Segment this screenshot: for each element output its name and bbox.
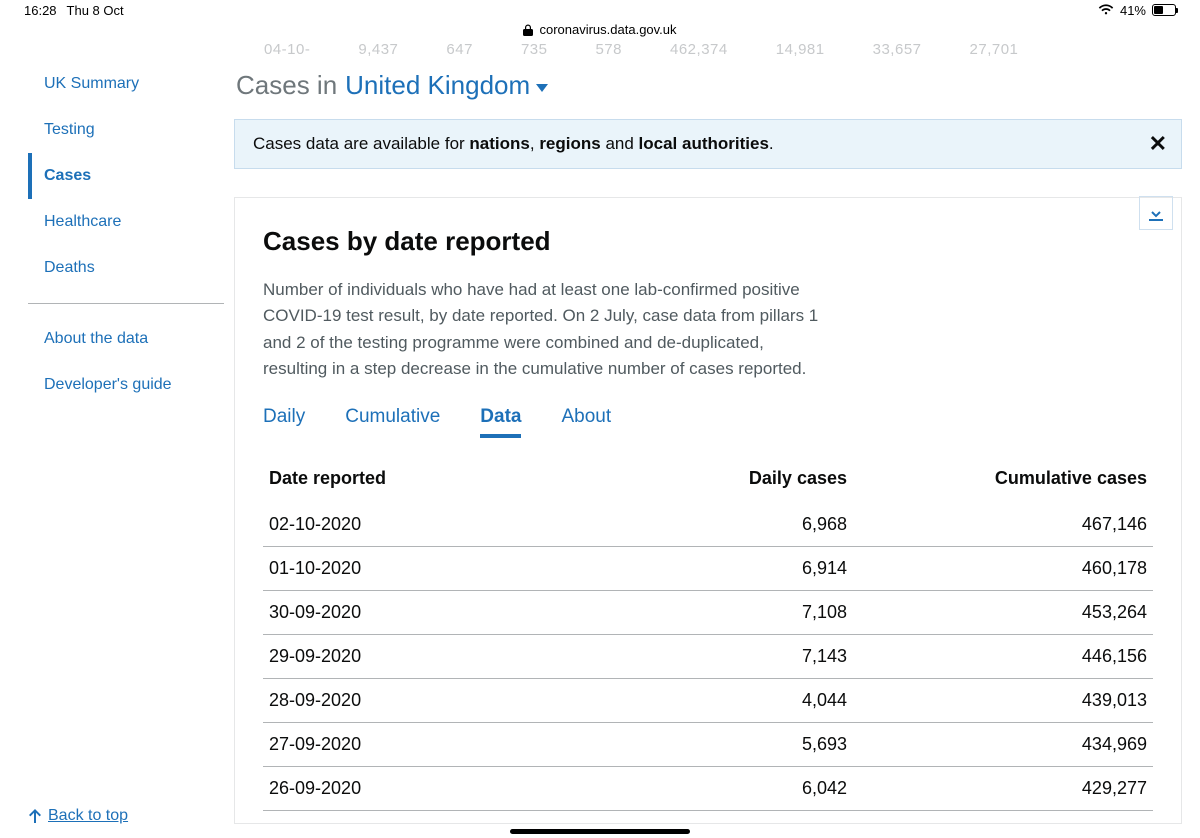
sidebar-item-developer-s-guide[interactable]: Developer's guide [28,362,224,408]
tab-about[interactable]: About [561,406,611,438]
cases-card: Cases by date reported Number of individ… [234,197,1182,824]
faded-value: 27,701 [970,41,1019,58]
card-description: Number of individuals who have had at le… [263,277,823,382]
sidebar-item-about-the-data[interactable]: About the data [28,316,224,362]
download-icon [1146,203,1166,223]
wifi-icon [1098,4,1114,16]
banner-text: Cases data are available for nations, re… [253,134,774,154]
column-header: Cumulative cases [853,456,1153,503]
previous-row-faded: 04-10- 9,437 647 735 578 462,374 14,981 33,657 2… [234,41,1182,64]
table-cell: 460,178 [853,547,1153,591]
table-cell: 29-09-2020 [263,635,593,679]
info-banner: Cases data are available for nations, re… [234,119,1182,169]
battery-icon [1152,4,1176,16]
table-cell: 6,968 [593,503,853,547]
column-header: Daily cases [593,456,853,503]
table-cell: 30-09-2020 [263,591,593,635]
close-icon[interactable]: ✕ [1149,131,1167,157]
tab-daily[interactable]: Daily [263,406,305,438]
table-row: 27-09-20205,693434,969 [263,723,1153,767]
table-cell: 7,143 [593,635,853,679]
sidebar-item-cases[interactable]: Cases [28,153,224,199]
status-time: 16:28 [24,3,57,18]
banner-bold-regions: regions [539,134,600,153]
sidebar-item-testing[interactable]: Testing [28,107,224,153]
table-cell: 434,969 [853,723,1153,767]
nav-divider [28,303,224,304]
table-cell: 01-10-2020 [263,547,593,591]
banner-bold-nations: nations [469,134,529,153]
table-cell: 429,277 [853,767,1153,811]
table-cell: 6,042 [593,767,853,811]
sidebar-nav: UK SummaryTestingCasesHealthcareDeaths A… [28,41,224,833]
faded-value: 9,437 [358,41,398,58]
arrow-up-icon [28,808,42,824]
table-cell: 02-10-2020 [263,503,593,547]
table-cell: 5,693 [593,723,853,767]
download-button[interactable] [1139,196,1173,230]
cases-table: Date reportedDaily casesCumulative cases… [263,456,1153,811]
table-row: 30-09-20207,108453,264 [263,591,1153,635]
faded-value: 578 [595,41,622,58]
table-row: 01-10-20206,914460,178 [263,547,1153,591]
faded-value: 647 [446,41,473,58]
table-cell: 467,146 [853,503,1153,547]
card-title: Cases by date reported [263,226,1153,257]
table-cell: 446,156 [853,635,1153,679]
banner-text-pre: Cases data are available for [253,134,469,153]
table-row: 02-10-20206,968467,146 [263,503,1153,547]
caret-down-icon [536,84,548,92]
browser-url-bar[interactable]: coronavirus.data.gov.uk [0,20,1200,41]
table-row: 29-09-20207,143446,156 [263,635,1153,679]
tab-data[interactable]: Data [480,406,521,438]
status-date: Thu 8 Oct [67,3,124,18]
banner-sep1: , [530,134,539,153]
back-to-top-link[interactable]: Back to top [28,807,128,825]
faded-value: 04-10- [264,41,310,58]
ios-home-indicator [510,829,690,834]
table-row: 26-09-20206,042429,277 [263,767,1153,811]
lock-icon [523,24,533,36]
banner-sep2: and [601,134,639,153]
table-cell: 439,013 [853,679,1153,723]
browser-url: coronavirus.data.gov.uk [539,22,676,37]
faded-value: 33,657 [873,41,922,58]
column-header: Date reported [263,456,593,503]
table-cell: 26-09-2020 [263,767,593,811]
table-cell: 28-09-2020 [263,679,593,723]
back-to-top-label: Back to top [48,807,128,825]
table-row: 28-09-20204,044439,013 [263,679,1153,723]
sidebar-item-deaths[interactable]: Deaths [28,245,224,291]
sidebar-item-uk-summary[interactable]: UK Summary [28,61,224,107]
region-label: United Kingdom [345,70,530,101]
region-selector[interactable]: United Kingdom [345,70,548,101]
card-tabs: Daily Cumulative Data About [263,406,1153,438]
table-cell: 453,264 [853,591,1153,635]
battery-pct: 41% [1120,3,1146,18]
faded-value: 735 [521,41,548,58]
sidebar-item-healthcare[interactable]: Healthcare [28,199,224,245]
page-heading: Cases in United Kingdom [234,64,1182,119]
table-cell: 27-09-2020 [263,723,593,767]
table-cell: 7,108 [593,591,853,635]
heading-prefix: Cases in [236,70,337,101]
table-cell: 4,044 [593,679,853,723]
faded-value: 462,374 [670,41,728,58]
table-cell: 6,914 [593,547,853,591]
tab-cumulative[interactable]: Cumulative [345,406,440,438]
banner-bold-local: local authorities [639,134,769,153]
banner-suffix: . [769,134,774,153]
faded-value: 14,981 [776,41,825,58]
ios-status-bar: 16:28 Thu 8 Oct 41% [0,0,1200,20]
main-content: 04-10- 9,437 647 735 578 462,374 14,981 33,657 2… [224,41,1182,833]
